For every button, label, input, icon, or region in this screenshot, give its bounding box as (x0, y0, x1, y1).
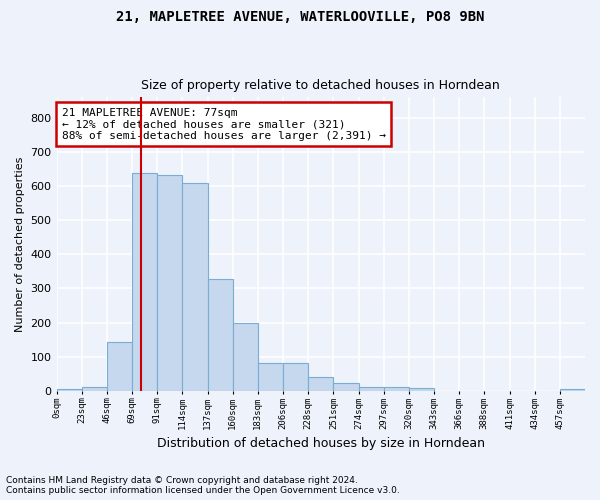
Y-axis label: Number of detached properties: Number of detached properties (15, 156, 25, 332)
Bar (157, 175, 182, 391)
Bar (182, 184, 208, 391)
Bar (283, 362, 308, 391)
Title: Size of property relative to detached houses in Horndean: Size of property relative to detached ho… (142, 79, 500, 92)
Bar (107, 342, 132, 391)
Bar (258, 362, 283, 391)
Bar (409, 388, 434, 391)
Bar (82, 388, 107, 391)
Bar (359, 388, 383, 391)
Text: 21 MAPLETREE AVENUE: 77sqm
← 12% of detached houses are smaller (321)
88% of sem: 21 MAPLETREE AVENUE: 77sqm ← 12% of deta… (62, 108, 386, 141)
Bar (233, 322, 258, 391)
Bar (308, 376, 334, 391)
X-axis label: Distribution of detached houses by size in Horndean: Distribution of detached houses by size … (157, 437, 485, 450)
Bar (132, 174, 157, 391)
Bar (208, 279, 233, 391)
Text: 21, MAPLETREE AVENUE, WATERLOOVILLE, PO8 9BN: 21, MAPLETREE AVENUE, WATERLOOVILLE, PO8… (116, 10, 484, 24)
Bar (383, 388, 409, 391)
Bar (560, 389, 585, 391)
Bar (334, 383, 359, 391)
Bar (56, 389, 82, 391)
Text: Contains HM Land Registry data © Crown copyright and database right 2024.
Contai: Contains HM Land Registry data © Crown c… (6, 476, 400, 495)
